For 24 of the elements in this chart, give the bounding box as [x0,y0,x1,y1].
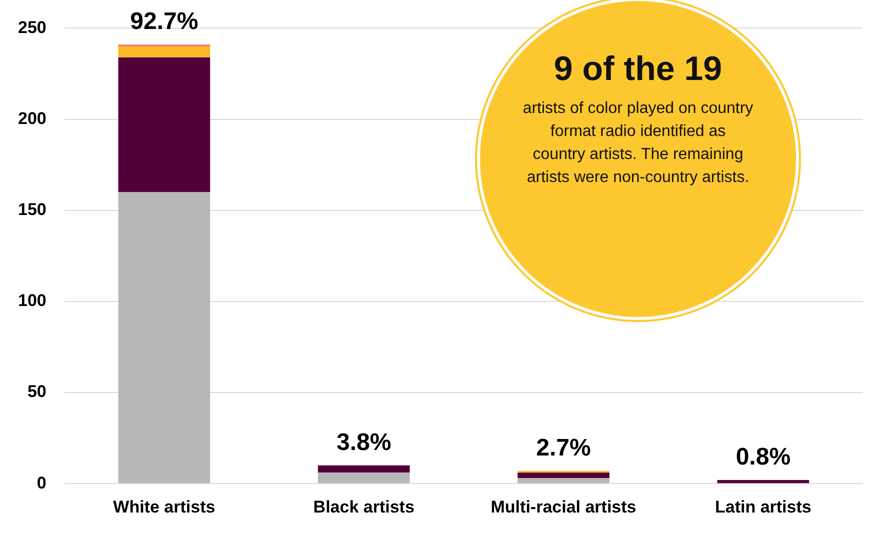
x-tick-label: Latin artists [714,497,812,516]
annotation: 92.7% [130,8,198,36]
y-tick-label: 250 [18,18,46,37]
x-tick-label: Black artists [313,497,414,516]
annotation: 2.7% [536,434,591,462]
bar [118,57,210,192]
annotation: artists of color played on country format radio identified as country artists. The remaining artists were non-country artists. [522,99,754,188]
y-tick-label: 50 [27,382,46,402]
bar [518,472,610,478]
x-tick-label: Multi-racial artists [490,497,636,516]
bar [118,192,210,484]
annotation: 9 of the 19 [552,50,724,89]
bar [318,472,410,484]
bar [118,46,210,58]
bar [717,480,810,484]
y-tick-label: 0 [36,473,46,492]
y-tick-label: 150 [18,200,46,220]
y-tick-label: 100 [18,291,46,310]
annotation: 3.8% [336,429,392,456]
y-tick-label: 200 [18,108,46,128]
bar [318,465,410,473]
x-tick-label: White artists [113,497,216,516]
annotation: 0.8% [736,444,791,471]
bar [518,478,610,484]
